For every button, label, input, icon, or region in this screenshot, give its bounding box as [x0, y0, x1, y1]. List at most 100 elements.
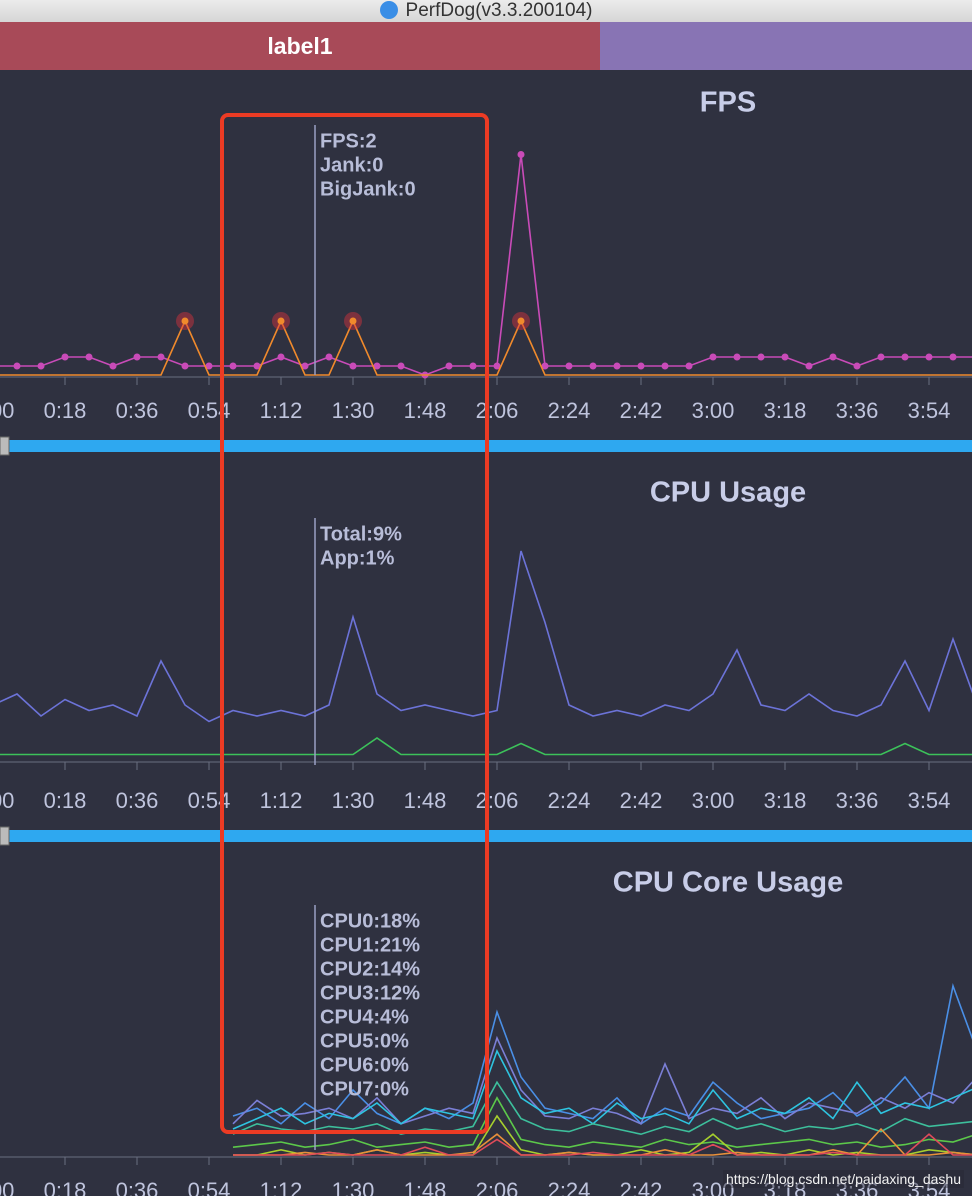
cursor-readout: CPU0:18%: [320, 910, 420, 932]
data-point: [925, 353, 933, 361]
series-line: [0, 319, 972, 376]
app-icon: [379, 1, 398, 19]
data-point: [517, 151, 525, 158]
data-point: [757, 353, 765, 361]
data-point: [181, 362, 189, 370]
data-point: [637, 362, 645, 370]
data-point: [397, 362, 405, 370]
data-point: [733, 353, 741, 361]
x-tick-label: 1:12: [260, 1178, 303, 1196]
chart-title: CPU Core Usage: [613, 867, 843, 899]
cursor-readout: FPS:2: [320, 130, 377, 152]
scroll-handle[interactable]: [0, 826, 10, 846]
jank-point: [349, 317, 357, 325]
data-point: [205, 362, 213, 370]
x-tick-label: 0:54: [188, 788, 231, 813]
x-tick-label: 3:54: [908, 398, 951, 423]
data-point: [781, 353, 789, 361]
scroll-handle[interactable]: [0, 436, 10, 456]
data-point: [133, 353, 141, 361]
data-point: [661, 362, 669, 370]
x-tick-label: 0:54: [188, 1178, 231, 1196]
data-point: [829, 353, 837, 361]
x-tick-label: 1:30: [332, 788, 375, 813]
x-tick-label: 0:00: [0, 788, 14, 813]
data-point: [85, 353, 93, 361]
x-tick-label: 3:00: [692, 398, 735, 423]
data-point: [901, 353, 909, 361]
cursor-readout: CPU4:4%: [320, 1006, 409, 1028]
data-point: [685, 362, 693, 370]
x-tick-label: 1:30: [332, 1178, 375, 1196]
x-tick-label: 0:00: [0, 1178, 14, 1196]
cursor-readout: CPU7:0%: [320, 1078, 409, 1100]
scrollbar[interactable]: [0, 830, 972, 842]
x-tick-label: 3:00: [692, 788, 735, 813]
x-tick-label: 1:12: [260, 788, 303, 813]
data-point: [37, 362, 45, 370]
data-point: [229, 362, 237, 370]
cursor-readout: App:1%: [320, 547, 395, 569]
data-point: [949, 353, 957, 361]
data-point: [613, 362, 621, 370]
cursor-readout: Total:9%: [320, 523, 402, 545]
x-tick-label: 2:24: [548, 788, 591, 813]
label-bar: label1: [0, 22, 972, 70]
x-tick-label: 2:42: [620, 788, 663, 813]
label-segment[interactable]: label1: [0, 22, 600, 70]
x-tick-label: 2:06: [476, 398, 519, 423]
x-tick-label: 2:42: [620, 398, 663, 423]
data-point: [589, 362, 597, 370]
x-tick-label: 1:30: [332, 398, 375, 423]
x-tick-label: 1:48: [404, 1178, 447, 1196]
series-line: [232, 1096, 972, 1149]
x-tick-label: 1:12: [260, 398, 303, 423]
x-tick-label: 0:00: [0, 398, 14, 423]
jank-point: [277, 317, 285, 325]
x-tick-label: 3:18: [764, 398, 807, 423]
data-point: [877, 353, 885, 361]
jank-point: [181, 317, 189, 325]
x-tick-label: 3:00: [692, 1178, 735, 1196]
x-tick-label: 0:54: [188, 398, 231, 423]
data-point: [325, 353, 333, 361]
x-tick-label: 3:18: [764, 788, 807, 813]
scrollbar[interactable]: [0, 440, 972, 452]
x-tick-label: 0:36: [116, 1178, 159, 1196]
series-line: [233, 1114, 972, 1156]
label-segment-empty[interactable]: [600, 22, 972, 70]
series-line: [0, 154, 972, 376]
cursor-readout: CPU1:21%: [320, 934, 420, 956]
data-point: [349, 362, 357, 370]
cursor-readout: CPU5:0%: [320, 1030, 409, 1052]
data-point: [493, 362, 501, 370]
x-tick-label: 3:18: [764, 1178, 807, 1196]
x-tick-label: 0:36: [116, 788, 159, 813]
data-point: [709, 353, 717, 361]
x-tick-label: 0:18: [44, 788, 87, 813]
chart-title: FPS: [700, 87, 756, 119]
x-tick-label: 3:54: [908, 788, 951, 813]
data-point: [565, 362, 573, 370]
series-line: [0, 737, 972, 756]
x-tick-label: 1:48: [404, 398, 447, 423]
data-point: [277, 353, 285, 361]
jank-point: [517, 317, 525, 325]
cursor-readout: CPU3:12%: [320, 982, 420, 1004]
data-point: [805, 362, 813, 370]
x-tick-label: 0:36: [116, 398, 159, 423]
series-line: [233, 1133, 972, 1156]
x-tick-label: 2:06: [476, 1178, 519, 1196]
data-point: [853, 362, 861, 370]
data-point: [109, 362, 117, 370]
x-tick-label: 1:48: [404, 788, 447, 813]
data-point: [445, 362, 453, 370]
x-tick-label: 2:42: [620, 1178, 663, 1196]
watermark: https://blog.csdn.net/paidaxing_dashu: [722, 1170, 964, 1188]
cursor-readout: CPU6:0%: [320, 1054, 409, 1076]
x-tick-label: 0:18: [44, 398, 87, 423]
window-title: PerfDog(v3.3.200104): [405, 0, 593, 21]
data-point: [61, 353, 69, 361]
